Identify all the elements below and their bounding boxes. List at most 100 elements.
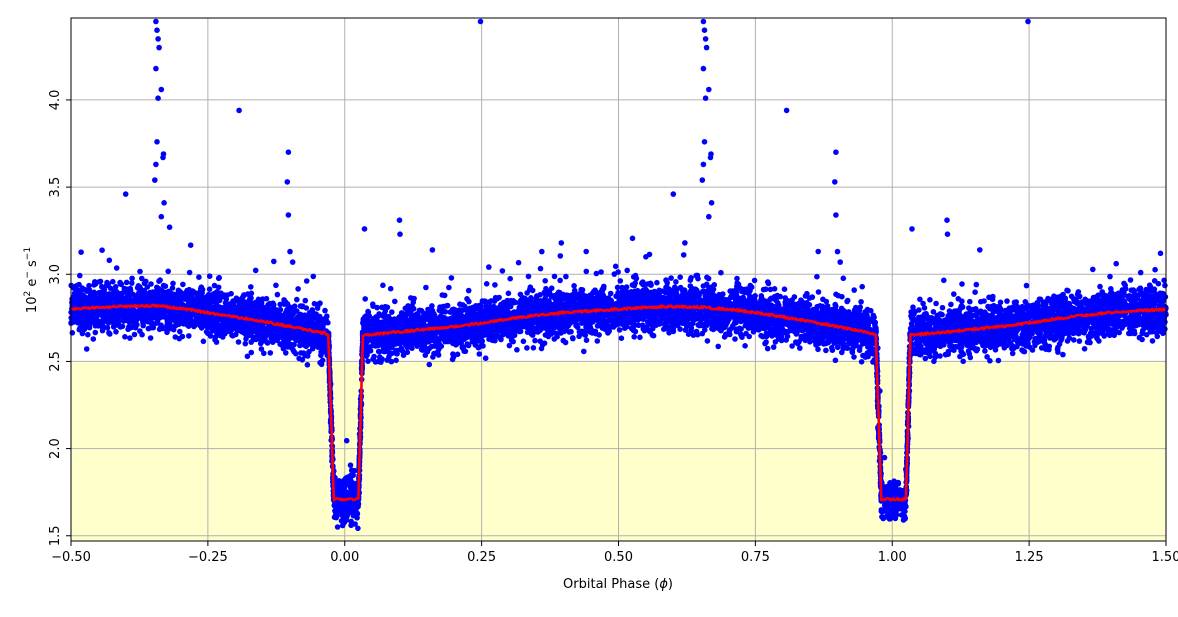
data-point — [127, 335, 133, 341]
data-point — [552, 336, 558, 342]
data-point — [682, 240, 688, 246]
data-point — [807, 339, 813, 345]
data-point — [165, 269, 171, 275]
data-point — [608, 291, 614, 297]
data-point — [982, 348, 988, 354]
data-point — [268, 350, 274, 356]
data-point — [273, 283, 279, 289]
data-point — [584, 337, 590, 343]
data-point — [857, 348, 863, 354]
data-point — [196, 274, 202, 280]
data-point — [1060, 352, 1066, 358]
data-point — [841, 276, 847, 282]
data-point — [261, 351, 267, 357]
data-point — [948, 302, 954, 308]
data-point — [630, 236, 636, 242]
data-point — [380, 283, 386, 289]
data-point — [568, 329, 574, 335]
data-point — [457, 301, 463, 307]
data-point — [465, 341, 471, 347]
data-point — [492, 282, 498, 288]
data-point — [637, 335, 643, 341]
data-point — [446, 285, 452, 291]
data-point — [752, 278, 758, 284]
data-point — [344, 438, 350, 444]
data-point — [93, 330, 99, 336]
data-point — [596, 332, 602, 338]
data-point — [348, 519, 354, 525]
data-point — [148, 335, 154, 341]
data-point — [947, 308, 953, 314]
data-point — [500, 268, 506, 274]
data-point — [148, 281, 154, 287]
data-point — [642, 282, 648, 288]
data-point — [681, 252, 687, 258]
data-point — [732, 336, 738, 342]
data-point — [187, 270, 193, 276]
data-point — [618, 278, 624, 284]
data-point — [766, 281, 772, 287]
data-point — [705, 338, 711, 344]
data-point — [1162, 283, 1168, 289]
data-point — [483, 355, 489, 361]
data-point — [1121, 281, 1127, 287]
data-point — [70, 330, 76, 336]
data-point — [967, 299, 973, 305]
data-point — [322, 308, 328, 314]
data-point — [484, 281, 490, 287]
data-point — [207, 286, 213, 292]
data-point — [449, 275, 455, 281]
data-point — [782, 286, 788, 292]
data-point — [730, 288, 736, 294]
data-point — [362, 296, 368, 302]
data-point — [305, 362, 311, 368]
data-point — [718, 270, 724, 276]
data-point — [78, 249, 84, 255]
data-point — [923, 356, 929, 362]
data-point — [105, 325, 111, 331]
data-point — [910, 304, 916, 310]
data-point — [132, 332, 138, 338]
data-point — [771, 344, 777, 350]
data-point — [521, 339, 527, 345]
data-point — [188, 242, 194, 248]
data-point — [201, 339, 207, 345]
data-point — [571, 283, 577, 289]
data-point — [916, 307, 922, 313]
data-point — [1085, 339, 1091, 345]
data-point — [77, 273, 83, 279]
data-point — [335, 524, 341, 530]
data-point — [518, 292, 524, 298]
data-point — [275, 292, 281, 298]
data-point — [234, 295, 240, 301]
data-point — [113, 329, 119, 335]
data-point — [1107, 274, 1113, 280]
data-point — [1055, 347, 1061, 353]
data-point — [1077, 338, 1083, 344]
data-point — [715, 344, 721, 350]
data-point — [816, 289, 822, 295]
data-point — [304, 278, 310, 284]
data-point — [114, 265, 120, 271]
data-point — [922, 305, 928, 311]
data-point — [477, 351, 483, 357]
data-point — [419, 308, 425, 314]
data-point — [236, 339, 242, 345]
data-point — [506, 291, 512, 297]
data-point — [443, 303, 449, 309]
data-point — [365, 358, 371, 364]
data-point — [91, 336, 97, 342]
data-point — [1156, 281, 1162, 287]
data-point — [124, 280, 130, 286]
data-point — [557, 278, 563, 284]
data-point — [583, 249, 589, 255]
data-point — [466, 288, 472, 294]
data-point — [1010, 351, 1016, 357]
data-point — [137, 269, 143, 275]
data-point — [1139, 337, 1145, 343]
data-point — [186, 333, 192, 339]
data-point — [941, 278, 947, 284]
data-point — [613, 264, 619, 270]
